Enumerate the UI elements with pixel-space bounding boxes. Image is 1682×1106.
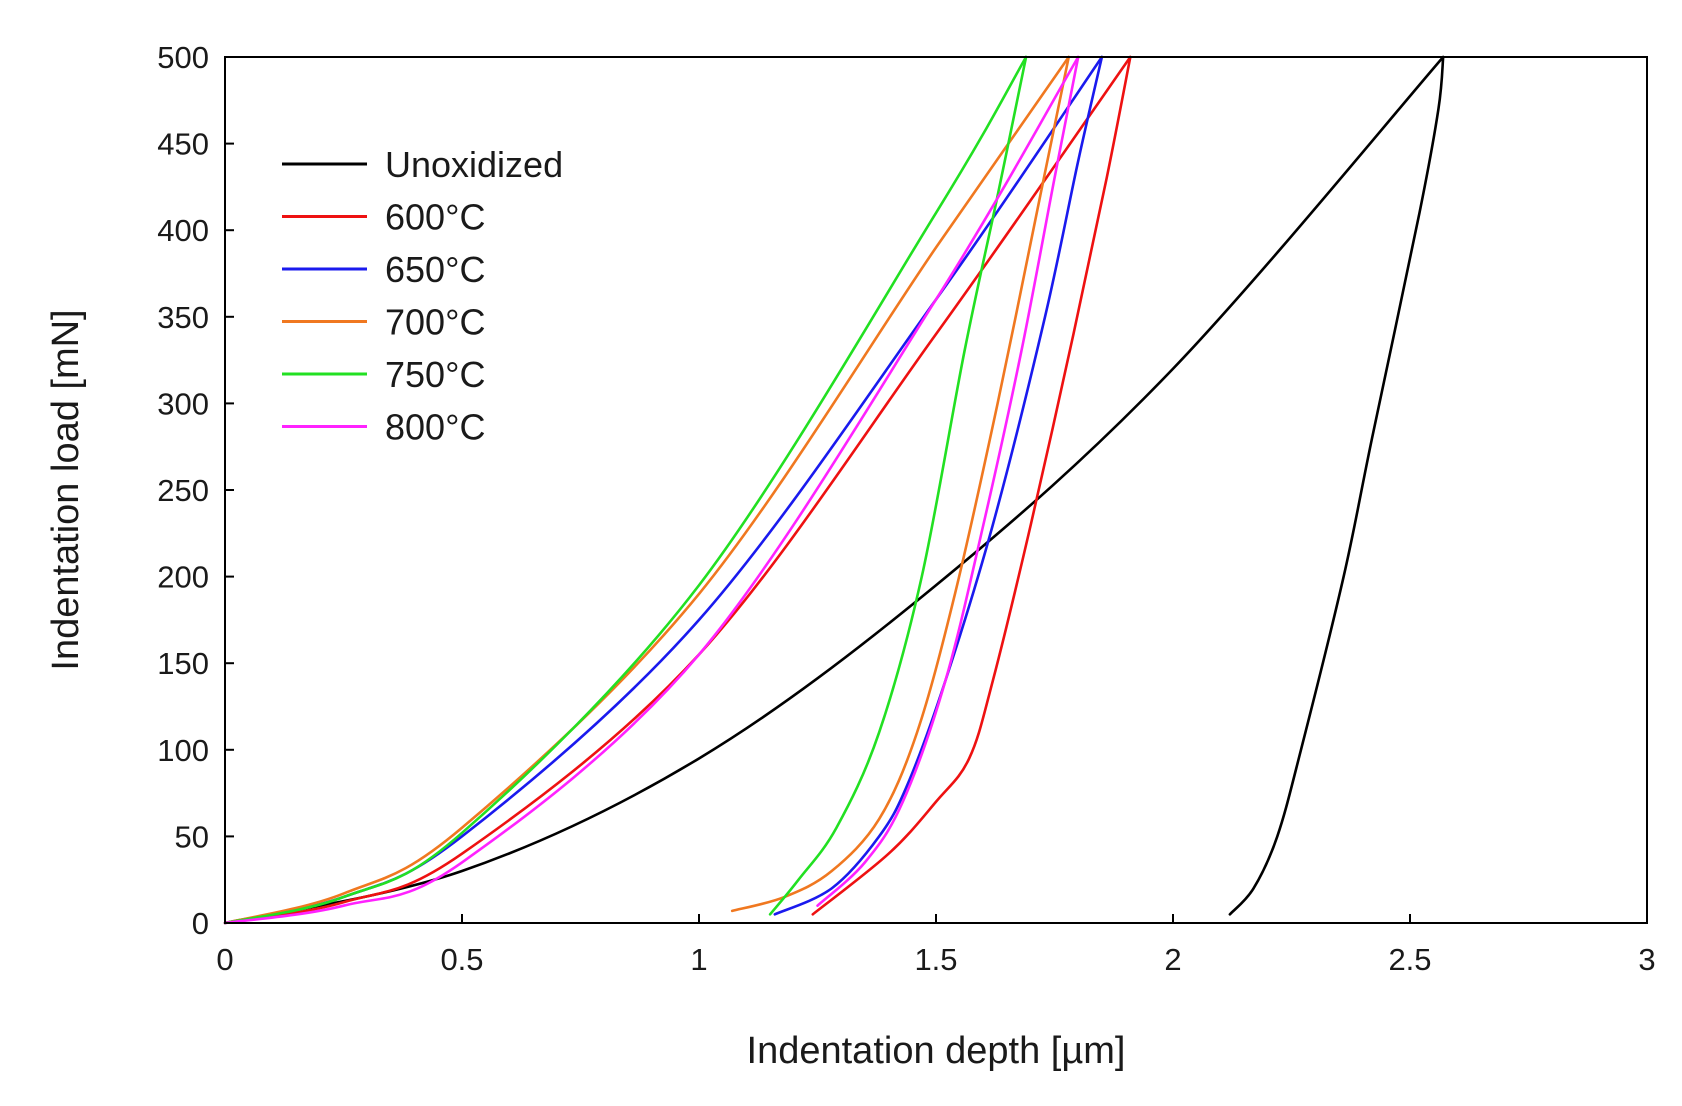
y-tick-label: 0 bbox=[192, 906, 209, 941]
x-tick-label: 1 bbox=[690, 942, 707, 977]
x-axis-title: Indentation depth [µm] bbox=[747, 1030, 1126, 1072]
series-3-unloading-curve bbox=[730, 55, 1071, 913]
series-4-unloading-curve bbox=[768, 55, 1028, 916]
series-3-loading-curve bbox=[223, 55, 1071, 925]
series-0-loading-curve bbox=[223, 55, 1445, 925]
x-tick-label: 3 bbox=[1638, 942, 1655, 977]
x-tick-label: 0.5 bbox=[440, 942, 483, 977]
y-tick-label: 500 bbox=[157, 40, 209, 75]
curves-layer bbox=[223, 55, 1445, 925]
y-tick-label: 350 bbox=[157, 300, 209, 335]
series-5-unloading-curve bbox=[816, 55, 1080, 907]
y-tick-label: 450 bbox=[157, 127, 209, 162]
y-tick-label: 200 bbox=[157, 560, 209, 595]
y-tick-label: 400 bbox=[157, 213, 209, 248]
x-tick-label: 1.5 bbox=[914, 942, 957, 977]
ticks-layer bbox=[224, 56, 1648, 924]
series-5-loading-curve bbox=[223, 55, 1080, 925]
legend-label-2: 650°C bbox=[385, 249, 485, 290]
legend-label-4: 750°C bbox=[385, 354, 485, 395]
plot-frame bbox=[224, 56, 1648, 924]
legend-label-3: 700°C bbox=[385, 302, 485, 343]
series-0-unloading-curve bbox=[1228, 55, 1445, 916]
x-tick-label: 2.5 bbox=[1388, 942, 1431, 977]
legend-label-0: Unoxidized bbox=[385, 144, 563, 185]
x-tick-label: 0 bbox=[216, 942, 233, 977]
legend-label-1: 600°C bbox=[385, 197, 485, 238]
labels-layer: 0 0.5 1 1.5 2 2.5 3 0 50 100 150 200 250 300 350 400 450… bbox=[157, 40, 1655, 977]
y-tick-label: 150 bbox=[157, 646, 209, 681]
y-tick-label: 50 bbox=[175, 819, 209, 854]
series-2-loading-curve bbox=[223, 55, 1104, 925]
legend-label-5: 800°C bbox=[385, 407, 485, 448]
series-1-unloading-curve bbox=[811, 55, 1132, 916]
series-2-unloading-curve bbox=[773, 55, 1104, 916]
y-tick-label: 100 bbox=[157, 733, 209, 768]
y-tick-label: 250 bbox=[157, 473, 209, 508]
series-4-loading-curve bbox=[223, 55, 1028, 925]
x-tick-label: 2 bbox=[1164, 942, 1181, 977]
y-axis-title: Indentation load [mN] bbox=[45, 309, 87, 670]
legend: Unoxidized 600°C 650°C 700°C 750°C 800°C bbox=[282, 144, 563, 448]
y-tick-label: 300 bbox=[157, 386, 209, 421]
series-1-loading-curve bbox=[223, 55, 1132, 925]
